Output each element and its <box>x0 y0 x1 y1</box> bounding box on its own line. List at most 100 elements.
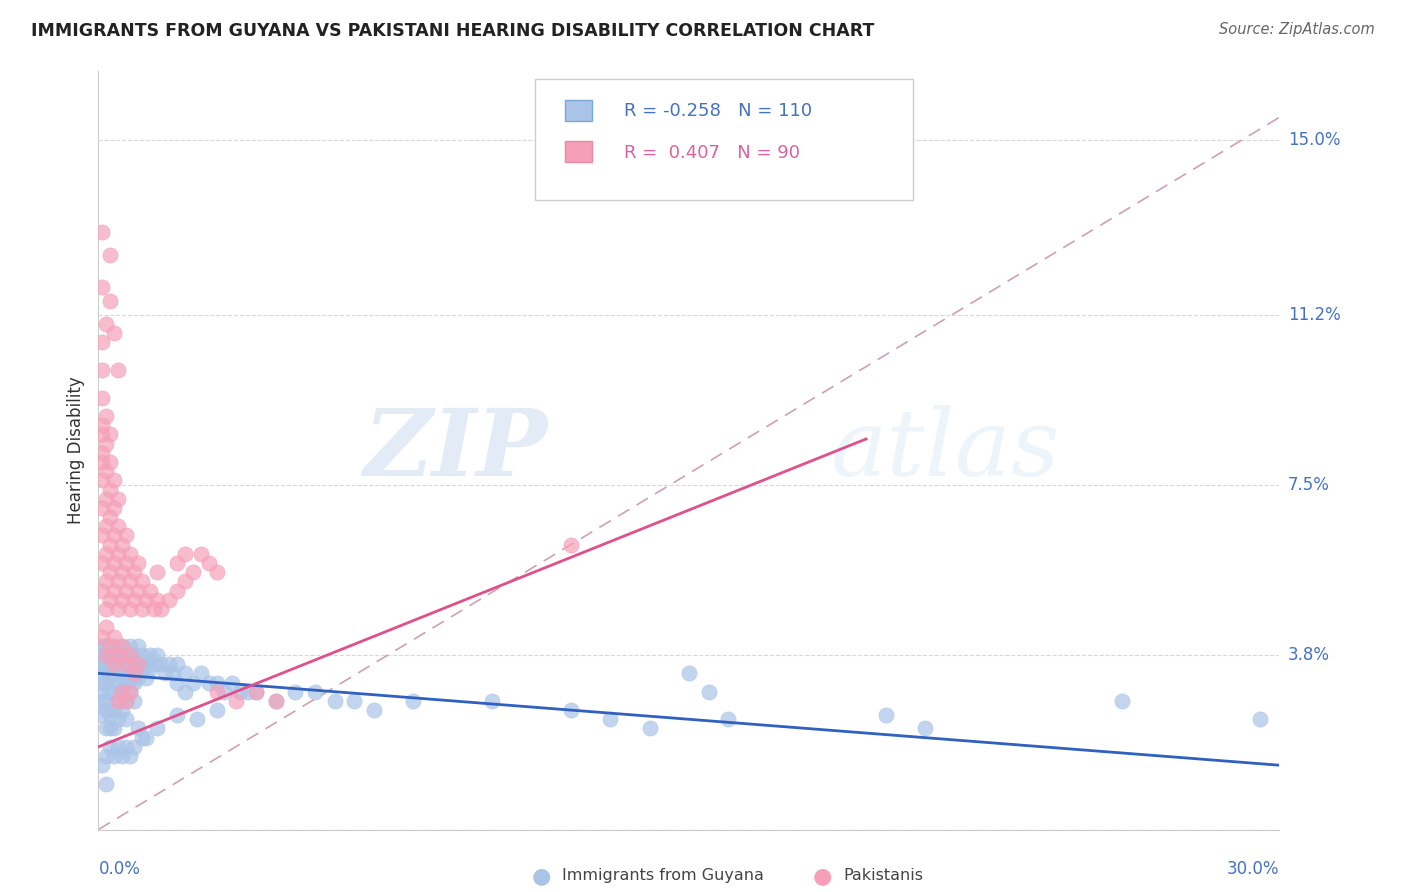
Point <box>197 556 219 570</box>
Point <box>98 538 121 552</box>
Point <box>107 547 129 561</box>
Point <box>91 758 114 772</box>
Point <box>91 455 114 469</box>
Point <box>107 694 129 708</box>
Point <box>98 483 121 497</box>
Point <box>107 675 129 690</box>
Point <box>115 662 138 676</box>
Point <box>135 592 157 607</box>
Point <box>115 556 138 570</box>
Point <box>245 684 267 698</box>
Point <box>107 491 129 506</box>
Point <box>98 639 121 653</box>
Point <box>98 592 121 607</box>
Point <box>96 491 118 506</box>
Point <box>190 666 212 681</box>
Point <box>103 657 125 672</box>
Point <box>135 657 157 672</box>
Text: 11.2%: 11.2% <box>1288 306 1340 324</box>
Point <box>111 657 134 672</box>
Point <box>91 335 114 350</box>
Point <box>914 722 936 736</box>
Point <box>131 662 153 676</box>
FancyBboxPatch shape <box>565 142 592 162</box>
Text: ●: ● <box>813 866 832 886</box>
Point <box>103 639 125 653</box>
Point <box>115 739 138 754</box>
Point <box>96 703 118 717</box>
Point <box>103 666 125 681</box>
Point <box>91 657 114 672</box>
Point <box>107 574 129 589</box>
Point <box>115 583 138 598</box>
Point <box>127 639 149 653</box>
Text: 0.0%: 0.0% <box>98 860 141 878</box>
Point <box>103 500 125 515</box>
Point <box>138 662 160 676</box>
Text: Source: ZipAtlas.com: Source: ZipAtlas.com <box>1219 22 1375 37</box>
Point <box>599 712 621 726</box>
Point <box>174 666 197 681</box>
Point <box>96 648 118 662</box>
Point <box>717 712 740 726</box>
Point <box>111 684 134 698</box>
Point <box>166 675 188 690</box>
Point <box>91 583 114 598</box>
Point <box>155 666 177 681</box>
Point <box>135 671 157 685</box>
Point <box>103 703 125 717</box>
Point <box>91 694 114 708</box>
Point <box>264 694 287 708</box>
Point <box>115 675 138 690</box>
Point <box>96 675 118 690</box>
Point <box>118 684 141 698</box>
Point <box>229 684 252 698</box>
Text: IMMIGRANTS FROM GUYANA VS PAKISTANI HEARING DISABILITY CORRELATION CHART: IMMIGRANTS FROM GUYANA VS PAKISTANI HEAR… <box>31 22 875 40</box>
Point <box>107 648 129 662</box>
Point <box>146 566 169 580</box>
Point <box>91 648 114 662</box>
Point <box>107 712 129 726</box>
Point <box>150 657 173 672</box>
Point <box>174 684 197 698</box>
Point <box>115 694 138 708</box>
Point <box>111 703 134 717</box>
Point <box>98 722 121 736</box>
Point <box>98 657 121 672</box>
Text: ●: ● <box>531 866 551 886</box>
Point <box>875 707 897 722</box>
Point <box>103 583 125 598</box>
Point <box>225 694 247 708</box>
Point <box>638 722 661 736</box>
Point <box>96 648 118 662</box>
Point <box>91 391 114 405</box>
Point <box>135 731 157 745</box>
Point <box>118 547 141 561</box>
Point <box>98 510 121 524</box>
Point <box>111 684 134 698</box>
Point <box>98 427 121 442</box>
Point <box>150 602 173 616</box>
Point <box>1111 694 1133 708</box>
Text: 3.8%: 3.8% <box>1288 646 1330 664</box>
Point <box>146 648 169 662</box>
Point <box>122 739 145 754</box>
Point <box>103 652 125 666</box>
Point <box>96 662 118 676</box>
Point <box>162 666 184 681</box>
Point <box>343 694 366 708</box>
Point <box>115 528 138 542</box>
Point <box>103 684 125 698</box>
Point <box>91 675 114 690</box>
Point <box>181 675 204 690</box>
Point <box>96 694 118 708</box>
Point <box>107 739 129 754</box>
Point <box>91 707 114 722</box>
Point <box>127 657 149 672</box>
Point <box>91 556 114 570</box>
Point <box>157 657 180 672</box>
Point <box>98 648 121 662</box>
Point <box>96 574 118 589</box>
Point <box>96 519 118 533</box>
Point <box>115 657 138 672</box>
